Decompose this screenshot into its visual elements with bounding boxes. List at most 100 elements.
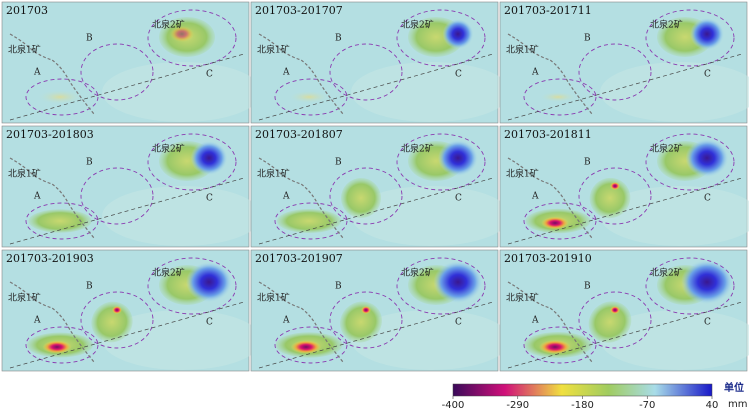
uplift-c — [433, 261, 483, 303]
mine1-label: 北泉1矿 — [257, 292, 290, 304]
subsidence-c-core — [170, 26, 194, 42]
area-a-label: A — [33, 68, 41, 78]
boundary-a — [523, 202, 597, 240]
background-tone — [600, 62, 749, 122]
uplift-c — [186, 262, 232, 302]
background-tone — [600, 186, 749, 246]
mine1-label: 北泉1矿 — [8, 292, 41, 304]
area-c-label: C — [206, 194, 213, 204]
fault-line — [258, 177, 494, 245]
map-panel: 201703-201910 北泉1矿 北泉2矿 A B C — [499, 249, 749, 372]
mine1-label: 北泉1矿 — [506, 292, 539, 304]
panel-title: 201703-201707 — [255, 4, 343, 17]
panel-title: 201703-201811 — [504, 128, 592, 141]
boundary-c — [396, 257, 486, 315]
subsidence-a — [289, 91, 329, 103]
mine1-label: 北泉1矿 — [506, 44, 539, 56]
subsidence-b-core — [610, 306, 620, 314]
boundary-b — [329, 43, 403, 101]
map-panel: 201703-201811 北泉1矿 北泉2矿 A B C — [499, 125, 749, 248]
uplift-c — [438, 140, 478, 176]
mine1-label: 北泉1矿 — [8, 44, 41, 56]
subsidence-b-core — [361, 306, 371, 314]
background-tone — [351, 310, 511, 370]
panel-title: 201703-201711 — [504, 4, 592, 17]
mine2-label: 北泉2矿 — [401, 267, 434, 279]
area-a-label: A — [33, 192, 41, 202]
mine1-label: 北泉1矿 — [257, 44, 290, 56]
colorbar-ramp — [452, 383, 713, 397]
area-c-label: C — [455, 70, 462, 80]
fault-line — [507, 301, 743, 369]
area-b-label: B — [335, 282, 342, 292]
fault-line — [9, 177, 245, 245]
subsidence-a — [38, 90, 82, 104]
mine2-label: 北泉2矿 — [152, 143, 185, 155]
unit-title: 单位 — [724, 381, 744, 394]
boundary-c — [645, 257, 735, 315]
area-b-label: B — [86, 282, 93, 292]
subsidence-b — [91, 301, 133, 343]
fault-line — [258, 301, 494, 369]
mine1-label: 北泉1矿 — [8, 168, 41, 180]
boundary-a — [25, 326, 99, 364]
area-a-label: A — [33, 316, 41, 326]
subsidence-a-core — [290, 340, 322, 354]
boundary-b — [578, 167, 652, 225]
map-panel: 201703-201707 北泉1矿 北泉2矿 A B C — [250, 1, 511, 124]
uplift-c — [442, 19, 474, 49]
subsidence-b — [588, 301, 632, 343]
area-a-label: A — [282, 68, 290, 78]
map-panel: 201703-201807 北泉1矿 北泉2矿 A B C — [250, 125, 511, 248]
background-tone — [600, 310, 749, 370]
boundary-c — [645, 9, 735, 67]
boundary-a — [274, 326, 348, 364]
colorbar-tick-label: -290 — [506, 400, 529, 411]
colorbar-tick-label: -400 — [442, 400, 465, 411]
boundary-c — [147, 133, 237, 191]
map-panel: 201703 北泉1矿 北泉2矿 A B C — [1, 1, 262, 124]
background-tone — [102, 310, 262, 370]
subsidence-b — [589, 177, 631, 219]
boundary-c — [147, 9, 237, 67]
panel-title: 201703 — [6, 4, 48, 17]
area-b-label: B — [86, 158, 93, 168]
area-c-label: C — [455, 318, 462, 328]
area-c-label: C — [704, 70, 711, 80]
mine2-label: 北泉2矿 — [650, 267, 683, 279]
boundary-c — [645, 133, 735, 191]
uplift-c — [681, 260, 733, 304]
area-b-label: B — [584, 158, 591, 168]
boundary-c — [396, 133, 486, 191]
boundary-b — [329, 291, 403, 349]
mine2-label: 北泉2矿 — [401, 143, 434, 155]
mine1-label: 北泉1矿 — [506, 168, 539, 180]
area-c-label: C — [206, 70, 213, 80]
map-panel: 201703-201803 北泉1矿 北泉2矿 A B C — [1, 125, 262, 248]
area-a-label: A — [282, 316, 290, 326]
background-tone — [351, 186, 511, 246]
area-a-label: A — [282, 192, 290, 202]
colorbar: 单位 mm -400 -290 -180 -70 40 — [442, 381, 748, 411]
area-b-label: B — [335, 34, 342, 44]
boundary-a — [25, 202, 99, 240]
colorbar-tick-label: 40 — [706, 400, 719, 411]
boundary-b — [80, 291, 154, 349]
fault-line — [507, 53, 743, 121]
panel-title: 201703-201903 — [6, 252, 94, 265]
colorbar-tick-label: -70 — [639, 400, 655, 411]
boundary-b — [578, 43, 652, 101]
map-panel: 201703-201711 北泉1矿 北泉2矿 A B C — [499, 1, 749, 124]
background-tone — [102, 62, 262, 122]
subsidence-a — [28, 209, 92, 233]
area-c-label: C — [455, 194, 462, 204]
subsidence-b-core — [112, 306, 122, 314]
subsidence-a — [277, 209, 341, 233]
area-b-label: B — [86, 34, 93, 44]
fault-line — [507, 177, 743, 245]
map-panel: 201703-201907 北泉1矿 北泉2矿 A B C — [250, 249, 511, 372]
area-b-label: B — [584, 34, 591, 44]
subsidence-b — [341, 178, 381, 218]
subsidence-a-core — [539, 340, 571, 354]
